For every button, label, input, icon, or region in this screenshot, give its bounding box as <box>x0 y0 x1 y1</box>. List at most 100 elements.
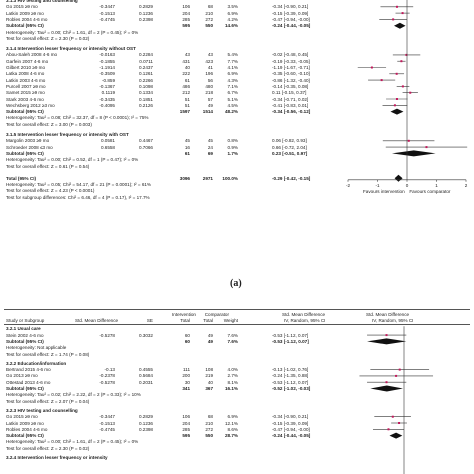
weight-value: 8.1% <box>227 379 238 385</box>
weight-value: 7.6% <box>227 332 238 338</box>
se-value: 0.1334 <box>138 90 153 96</box>
weight-value: 3.5% <box>227 4 238 10</box>
total-intervention: 3096 <box>179 175 190 181</box>
weight-value: 5.1% <box>227 96 238 102</box>
effect-square-a0-0 <box>395 5 398 8</box>
weight-value: 16.1% <box>224 386 238 391</box>
smd-value: -0.3435 <box>99 96 115 102</box>
smd-value: -0.5278 <box>99 332 115 338</box>
smd-value: 0.0581 <box>100 138 115 144</box>
header-intervention-total: Total <box>180 318 190 324</box>
study-name: Latkin 2009 ≥9 mo <box>6 420 44 426</box>
comparator-total: 480 <box>205 83 213 89</box>
comparator-total: 68 <box>207 414 213 420</box>
tick-label-a: 2 <box>464 182 468 188</box>
comparator-total: 45 <box>207 138 213 144</box>
intervention-total: 60 <box>184 338 190 344</box>
study-name: Latka 2008 4-6 mo <box>6 71 45 77</box>
intervention-total: 40 <box>184 65 190 70</box>
study-name: Robles 2004 4-6 mo <box>6 16 48 22</box>
ci-value: -0.14 [-0.35, 0.08] <box>272 83 309 89</box>
se-value: 0.1236 <box>138 420 153 426</box>
header-comparator: Comparator <box>204 312 229 317</box>
subgroup-title: 3.2.1 Usual care <box>6 326 41 332</box>
smd-value: -0.1855 <box>99 58 115 64</box>
weight-value: 4.1% <box>227 65 238 70</box>
ci-value: 0.23 [-0.51, 0.97] <box>272 150 308 156</box>
study-name: Latkin 2003 4-6 mo <box>6 77 46 83</box>
weight-value: 28.7% <box>224 433 238 439</box>
ci-value: 0.11 [-0.15, 0.37] <box>272 90 307 96</box>
ci-value: 0.66 [-0.72, 2.04] <box>272 144 307 150</box>
comparator-total: 69 <box>207 150 213 156</box>
se-value: 0.2398 <box>138 16 153 22</box>
heterogeneity-text: Heterogeneity: Tau² = 0.00; Chi² = 0.52,… <box>6 157 139 163</box>
effect-square-b1-1 <box>395 374 398 377</box>
smd-value: -0.13 <box>104 367 115 373</box>
total-weight: 100.0% <box>222 175 238 181</box>
header-study: Study or Subgroup <box>6 318 45 324</box>
total-label: Total (95% CI) <box>6 175 37 181</box>
header-smd: Std. Mean Difference <box>75 318 119 324</box>
study-name: Ottestad 2013 4-6 mo <box>6 379 51 385</box>
comparator-total: 272 <box>205 16 213 22</box>
header-ci-bottom: IV, Random, 95% CI <box>284 318 326 324</box>
heterogeneity-text: Heterogeneity: Tau² = 0.00; Chi² = 1.61,… <box>6 439 139 445</box>
smd-value: -0.859 <box>101 77 115 83</box>
study-name: Go 2015 ≥9 mo <box>6 414 38 420</box>
effect-square-b2-0 <box>391 415 394 418</box>
intervention-total: 1597 <box>179 109 190 115</box>
smd-value: -0.1513 <box>99 10 115 16</box>
header-bottom-rule <box>4 324 470 326</box>
ci-value: -0.24 [-0.44, -0.05] <box>272 23 311 29</box>
comparator-total: 57 <box>207 96 213 102</box>
intervention-total: 51 <box>184 102 190 108</box>
ci-value: -0.53 [-1.12, 0.07] <box>272 332 309 338</box>
study-name: Purcell 2007 ≥9 mo <box>6 83 46 89</box>
heterogeneity-text: Heterogeneity: Tau² = 0.00; Chi² = 1.61,… <box>6 29 139 35</box>
tick-label-a: -1 <box>375 182 380 188</box>
comparator-total: 40 <box>207 379 213 385</box>
weight-value: 0.8% <box>227 138 238 144</box>
favours-comparator-label: Favours comparator <box>409 188 451 194</box>
heterogeneity-text: Heterogeneity: Tau² = 0.08; Chi² = 32.37… <box>6 115 149 121</box>
weight-value: 4.3% <box>227 77 238 83</box>
header-top-rule <box>4 309 470 310</box>
se-value: 0.1851 <box>138 96 153 102</box>
comparator-total: 49 <box>207 102 213 108</box>
summary-diamond-b2 <box>389 432 403 439</box>
comparator-total: 49 <box>207 338 213 344</box>
comparator-total: 210 <box>205 10 213 16</box>
se-value: 0.2829 <box>138 414 153 420</box>
study-name: Bertrand 2015 4-6 mo <box>6 367 51 373</box>
intervention-total: 106 <box>182 4 190 10</box>
ci-value: -0.24 [-1.35, 0.88] <box>272 373 309 379</box>
se-value: 0.1261 <box>138 71 153 77</box>
effect-square-a1-7 <box>395 98 398 100</box>
effect-square-a0-1 <box>401 12 404 15</box>
study-name: Stark 2003 4-6 mo <box>6 96 44 102</box>
se-value: 0.3032 <box>138 332 153 338</box>
overall-effect-text: Test for overall effect: Z = 2.07 (P = 0… <box>6 398 90 404</box>
intervention-total: 595 <box>182 23 190 29</box>
overall-effect-text: Test for overall effect: Z = 2.30 (P = 0… <box>6 35 90 41</box>
weight-value: 6.9% <box>227 71 238 77</box>
weight-value: 7.1% <box>227 83 238 89</box>
smd-value: -0.4745 <box>99 16 115 22</box>
se-value: 0.2031 <box>138 379 153 385</box>
subgroup-differences-text: Test for subgroup differences: Chi² = 6.… <box>6 194 150 200</box>
ci-value: -0.15 [-0.39, 0.09] <box>272 10 309 16</box>
weight-value: 0.9% <box>227 144 238 150</box>
header-ci-top: Std. Mean Difference <box>282 312 326 317</box>
intervention-total: 222 <box>182 71 190 77</box>
summary-diamond-a1 <box>390 108 404 115</box>
ci-value: -0.34 [-0.56, -0.12] <box>272 109 311 115</box>
ci-value: -0.19 [-0.33, -0.05] <box>272 58 310 64</box>
comparator-total: 210 <box>205 420 213 426</box>
smd-value: 0.6558 <box>100 144 115 150</box>
total-heterogeneity: Heterogeneity: Tau² = 0.05; Chi² = 54.17… <box>6 182 152 188</box>
subtotal-label: Subtotal (95% CI) <box>6 338 44 344</box>
header-weight: Weight <box>223 318 238 324</box>
se-value: 0.2284 <box>138 52 153 58</box>
